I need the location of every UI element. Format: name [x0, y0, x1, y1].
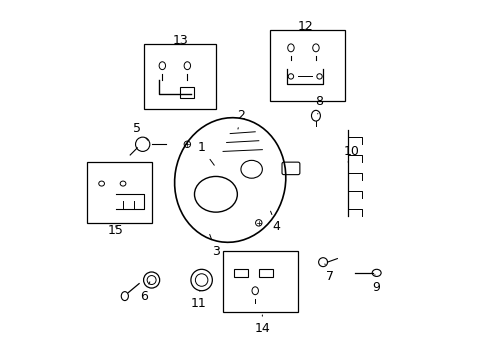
Text: 8: 8 — [315, 95, 323, 114]
Bar — [223, 251, 298, 312]
Bar — [180, 87, 194, 98]
Text: 15: 15 — [108, 224, 123, 237]
Text: 5: 5 — [133, 122, 148, 140]
Text: 12: 12 — [297, 20, 312, 33]
Text: 10: 10 — [343, 145, 359, 162]
Text: 6: 6 — [140, 282, 149, 303]
Bar — [258, 269, 272, 277]
Bar — [87, 162, 151, 223]
Text: 7: 7 — [324, 264, 334, 283]
Text: 4: 4 — [270, 211, 280, 233]
Text: 11: 11 — [190, 291, 205, 310]
Text: 13: 13 — [172, 34, 188, 47]
Text: 1: 1 — [197, 141, 214, 165]
Text: 9: 9 — [372, 275, 380, 294]
Bar — [233, 269, 247, 277]
Text: 14: 14 — [254, 315, 270, 335]
Text: 2: 2 — [237, 109, 244, 129]
Text: 3: 3 — [209, 234, 220, 258]
Bar — [269, 30, 344, 102]
Bar — [144, 44, 216, 109]
